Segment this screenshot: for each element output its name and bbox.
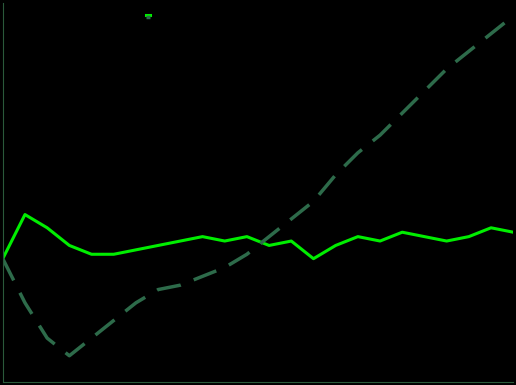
Legend: , : , [147,15,150,18]
